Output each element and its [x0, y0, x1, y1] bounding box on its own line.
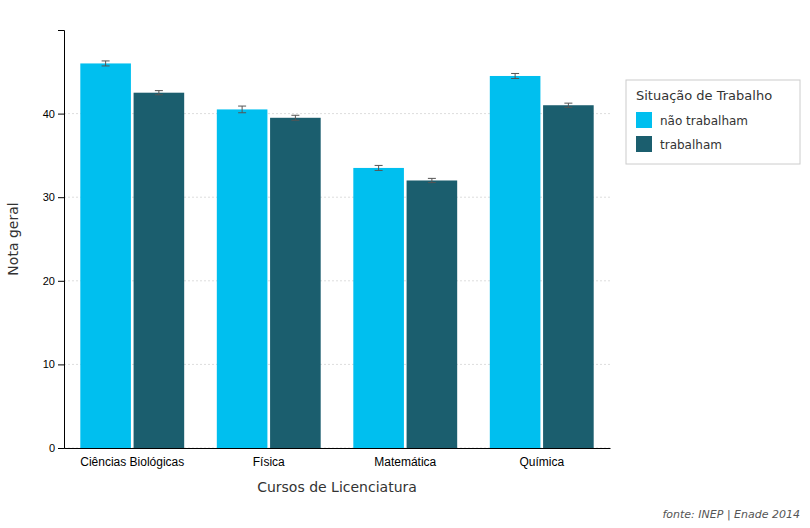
y-tick: 10 [43, 358, 64, 370]
bar [543, 105, 594, 448]
error-bar-cap [102, 65, 110, 66]
y-axis: 0 10 20 30 40 [43, 31, 65, 455]
error-bar [291, 115, 299, 120]
legend-swatch [636, 136, 652, 152]
y-tick-label: 20 [43, 275, 55, 287]
error-bar-cap [238, 112, 246, 113]
x-tick: Ciências Biológicas [80, 455, 184, 469]
error-bar [428, 178, 436, 182]
error-bar-stem [431, 178, 432, 182]
plot: 0 10 20 30 40 Ciências Biológicas Física Matemá… [43, 31, 611, 469]
y-tick-mark [58, 448, 64, 449]
bar [80, 63, 131, 448]
x-axis-line [65, 448, 611, 449]
error-bar-stem [568, 103, 569, 107]
y-tick-mark [58, 114, 64, 115]
bar [134, 93, 185, 448]
error-bar-cap [564, 107, 572, 108]
y-tick-label: 10 [43, 358, 55, 370]
y-tick-label: 0 [49, 442, 55, 454]
bar [407, 180, 458, 448]
x-axis-title: Cursos de Licenciatura [257, 479, 417, 495]
chart-container: 0 10 20 30 40 Ciências Biológicas Física Matemá… [0, 0, 810, 528]
error-bar-stem [242, 106, 243, 113]
legend-label: não trabalham [660, 114, 748, 128]
y-tick-label: 30 [43, 191, 55, 203]
bar [270, 118, 321, 448]
legend-title: Situação de Trabalho [636, 88, 772, 103]
y-tick-mark [58, 364, 64, 365]
error-bar-cap [375, 165, 383, 166]
x-tick-label: Física [253, 455, 285, 469]
error-bar-cap [511, 73, 519, 74]
y-axis-title: Nota geral [5, 202, 21, 275]
x-tick: Matemática [374, 455, 436, 469]
error-bar-cap [428, 182, 436, 183]
error-bar-stem [295, 115, 296, 120]
x-tick: Física [253, 455, 285, 469]
error-bar [511, 73, 519, 78]
error-bar-cap [428, 178, 436, 179]
legend-item: trabalham [636, 136, 722, 152]
series [80, 61, 540, 448]
series [134, 91, 594, 448]
legend-frame [626, 80, 800, 164]
annotation: fonte: INEP | Enade 2014 [662, 508, 800, 521]
legend-label: trabalham [660, 138, 722, 152]
error-bar [238, 106, 246, 113]
error-bar-cap [155, 94, 163, 95]
y-tick: 20 [43, 275, 64, 287]
marks [80, 61, 593, 448]
legend-swatch [636, 112, 652, 128]
error-bar [155, 91, 163, 95]
x-tick: Química [519, 455, 564, 469]
error-bar-cap [564, 103, 572, 104]
error-bar-cap [511, 78, 519, 79]
bar [353, 168, 404, 448]
error-bar-cap [102, 60, 110, 61]
error-bar-stem [378, 165, 379, 170]
bar [490, 76, 541, 448]
y-tick: 0 [49, 442, 64, 454]
error-bar-cap [238, 106, 246, 107]
error-bar-cap [291, 120, 299, 121]
x-axis: Ciências Biológicas Física Matemática Quími… [65, 449, 611, 469]
y-tick-mark [58, 197, 64, 198]
error-bar [102, 61, 110, 66]
bar [217, 109, 268, 448]
error-bar-cap [291, 115, 299, 116]
y-tick: 40 [43, 108, 64, 120]
error-bar-cap [375, 170, 383, 171]
x-tick-label: Ciências Biológicas [80, 455, 184, 469]
legend: Situação de Trabalho não trabalham trabalh… [626, 80, 800, 164]
x-tick-label: Matemática [374, 455, 436, 469]
error-bar-stem [515, 73, 516, 78]
error-bar-stem [158, 91, 159, 95]
error-bar [375, 165, 383, 170]
y-tick-mark [58, 281, 64, 282]
chart-svg: 0 10 20 30 40 Ciências Biológicas Física Matemá… [0, 0, 810, 528]
error-bar-stem [105, 61, 106, 66]
y-axis-line [58, 31, 65, 449]
error-bar [564, 103, 572, 107]
y-tick: 30 [43, 191, 64, 203]
x-tick-label: Química [519, 455, 564, 469]
y-tick-label: 40 [43, 108, 55, 120]
legend-item: não trabalham [636, 112, 748, 128]
error-bar-cap [155, 90, 163, 91]
